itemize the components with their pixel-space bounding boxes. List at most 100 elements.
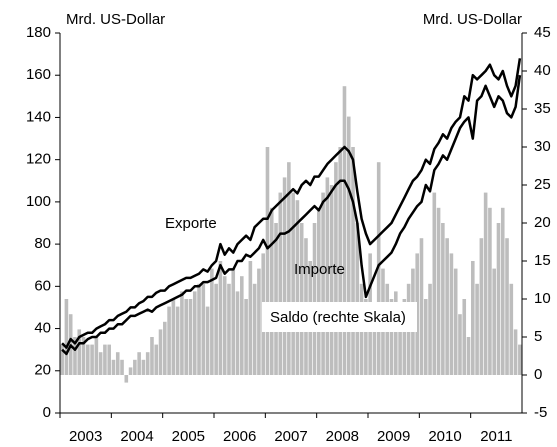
annotation-box	[262, 302, 417, 332]
bar	[466, 337, 471, 375]
x-tick-label: 2010	[428, 428, 461, 445]
bar	[218, 261, 223, 375]
bar	[240, 276, 244, 375]
bar	[329, 185, 334, 375]
bar	[483, 192, 488, 375]
bar	[398, 306, 402, 375]
bar	[475, 283, 479, 375]
bar	[171, 299, 176, 375]
x-tick-label: 2003	[69, 428, 102, 445]
bar	[282, 177, 287, 375]
bar	[94, 337, 99, 375]
bar	[453, 268, 458, 375]
y2-tick-label: 20	[534, 214, 551, 231]
bar	[120, 359, 124, 375]
annotation: Importe	[294, 261, 345, 278]
bar	[488, 207, 492, 375]
bar	[458, 314, 462, 375]
bar	[278, 192, 283, 375]
y2-tick-label: 25	[534, 176, 551, 193]
bar	[205, 306, 210, 375]
bar	[235, 291, 240, 375]
y-axis-label: Mrd. US-Dollar	[66, 11, 165, 28]
bar	[248, 261, 253, 375]
bar	[338, 147, 342, 375]
bar	[436, 207, 441, 375]
bar	[158, 329, 163, 375]
bar	[257, 268, 261, 375]
y2-tick-label: 30	[534, 138, 551, 155]
x-tick-label: 2006	[223, 428, 256, 445]
bar	[111, 359, 116, 375]
bar	[60, 344, 64, 375]
bar	[428, 283, 432, 375]
bar	[325, 177, 330, 375]
bar	[513, 329, 518, 375]
x-tick-label: 2011	[480, 428, 512, 445]
y2-tick-label: 5	[534, 328, 542, 345]
bar	[346, 116, 351, 375]
y-tick-label: 120	[26, 151, 51, 168]
bar	[231, 268, 236, 375]
y2-tick-label: 10	[534, 290, 551, 307]
bar	[64, 299, 69, 375]
bar	[244, 299, 248, 375]
bar	[334, 162, 338, 375]
bar	[423, 299, 428, 375]
bar	[419, 238, 424, 375]
bar	[321, 192, 325, 375]
bar	[214, 283, 218, 375]
y-tick-label: 140	[26, 108, 51, 125]
bar	[103, 344, 107, 375]
bar	[509, 283, 514, 375]
y-tick-label: 40	[34, 320, 51, 337]
x-tick-label: 2004	[120, 428, 153, 445]
y-tick-label: 180	[26, 24, 51, 41]
bar	[188, 299, 193, 375]
bar	[77, 329, 82, 375]
bar	[252, 283, 257, 375]
bar	[154, 344, 159, 375]
bar	[175, 306, 180, 375]
annotation: Saldo (rechte Skala)	[270, 309, 406, 326]
bar	[364, 299, 368, 375]
bar	[441, 223, 445, 375]
y-tick-label: 100	[26, 193, 51, 210]
bar	[98, 352, 103, 375]
bar	[355, 223, 360, 375]
bar	[274, 223, 278, 375]
y-tick-label: 60	[34, 277, 51, 294]
bar	[317, 207, 321, 375]
bar	[192, 291, 197, 375]
line	[61, 75, 522, 356]
bar	[137, 352, 141, 375]
bar	[90, 344, 94, 375]
y-tick-label: 80	[34, 235, 51, 252]
bar	[133, 359, 137, 375]
bar	[295, 200, 300, 375]
bar	[124, 375, 129, 383]
bar	[415, 253, 419, 375]
y-tick-label: 0	[43, 404, 51, 421]
bar	[299, 223, 304, 375]
y2-tick-label: 0	[534, 366, 542, 383]
bar	[492, 268, 496, 375]
y-tick-label: 160	[26, 66, 51, 83]
bar	[265, 147, 270, 375]
bar	[227, 283, 231, 375]
line	[61, 58, 522, 349]
bar	[496, 223, 501, 375]
x-tick-label: 2007	[274, 428, 307, 445]
bar	[479, 238, 484, 375]
y2-tick-label: 15	[534, 252, 551, 269]
bar	[210, 268, 214, 375]
bar	[197, 283, 201, 375]
y-tick-label: 20	[34, 362, 51, 379]
bar	[312, 223, 317, 375]
bar	[73, 337, 77, 375]
x-tick-label: 2008	[326, 428, 359, 445]
bar	[128, 367, 133, 375]
bar	[505, 238, 509, 375]
bar	[432, 192, 437, 375]
